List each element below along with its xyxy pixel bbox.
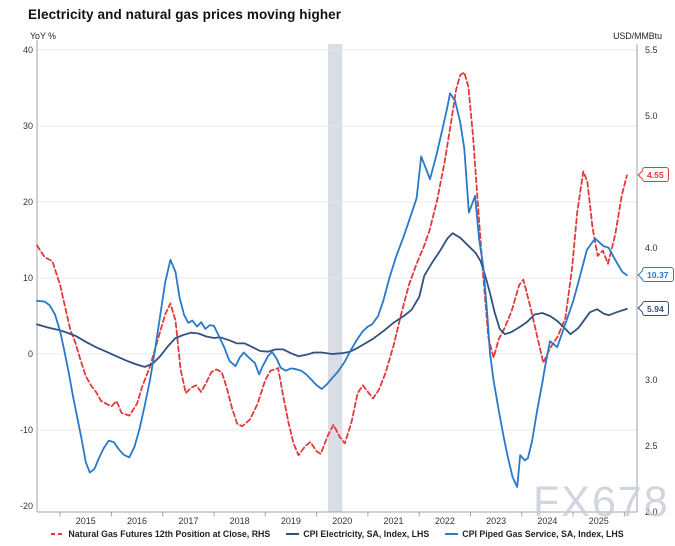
x-axis-year-label: 2015 [75, 516, 96, 526]
solid-line-icon [445, 533, 459, 535]
callout-piped-gas-last-value: 10.37 [642, 267, 674, 283]
x-axis-year-label: 2025 [588, 516, 609, 526]
dashed-line-icon [51, 533, 65, 535]
series-natural-gas-futures [36, 71, 628, 457]
left-axis-tick-label: 40 [22, 44, 33, 55]
right-axis-tick-label: 4.0 [645, 242, 658, 253]
callout-natural-gas-last-value: 4.55 [642, 167, 669, 183]
left-axis-tick-label: 0 [27, 348, 33, 359]
natural-gas-last-value: 4.55 [647, 170, 664, 181]
left-axis-tick-label: -20 [19, 500, 33, 511]
legend-item-piped-gas: CPI Piped Gas Service, SA, Index, LHS [445, 529, 624, 539]
x-axis-year-label: 2018 [229, 516, 250, 526]
series-cpi-piped-gas [36, 92, 628, 488]
page-title: Electricity and natural gas prices movin… [28, 7, 342, 22]
right-axis-tick-label: 2.5 [645, 440, 658, 451]
x-axis-year-label: 2024 [537, 516, 558, 526]
legend-item-electricity: CPI Electricity, SA, Index, LHS [286, 529, 429, 539]
legend-item-natural-gas: Natural Gas Futures 12th Position at Clo… [51, 529, 270, 539]
left-axis-tick-label: -10 [19, 424, 33, 435]
legend-label-electricity: CPI Electricity, SA, Index, LHS [303, 529, 430, 539]
series-cpi-electricity [36, 232, 628, 368]
right-axis-unit-label: USD/MMBtu [613, 31, 662, 41]
legend-label-natural-gas: Natural Gas Futures 12th Position at Clo… [68, 529, 271, 539]
x-axis-year-label: 2020 [332, 516, 353, 526]
x-axis-year-label: 2021 [383, 516, 404, 526]
right-axis-tick-label: 5.5 [645, 44, 658, 55]
x-axis-year-label: 2017 [178, 516, 199, 526]
x-axis-year-label: 2022 [434, 516, 455, 526]
x-axis-year-label: 2023 [486, 516, 507, 526]
left-axis-tick-label: 30 [22, 120, 33, 131]
x-axis-year-label: 2019 [280, 516, 301, 526]
left-axis-unit-label: YoY % [30, 31, 56, 41]
callout-electricity-last-value: 5.94 [642, 300, 669, 316]
x-axis-year-label: 2016 [127, 516, 148, 526]
legend-label-piped-gas: CPI Piped Gas Service, SA, Index, LHS [462, 529, 624, 539]
piped-gas-last-value: 10.37 [647, 270, 669, 281]
electricity-last-value: 5.94 [647, 303, 664, 314]
right-axis-tick-label: 5.0 [645, 110, 658, 121]
solid-line-icon [286, 533, 300, 535]
left-axis-tick-label: 20 [22, 196, 33, 207]
right-axis-tick-label: 2.0 [645, 506, 658, 517]
left-axis-tick-label: 10 [22, 272, 33, 283]
chart-legend: Natural Gas Futures 12th Position at Clo… [0, 529, 675, 539]
right-axis-tick-label: 3.0 [645, 374, 658, 385]
